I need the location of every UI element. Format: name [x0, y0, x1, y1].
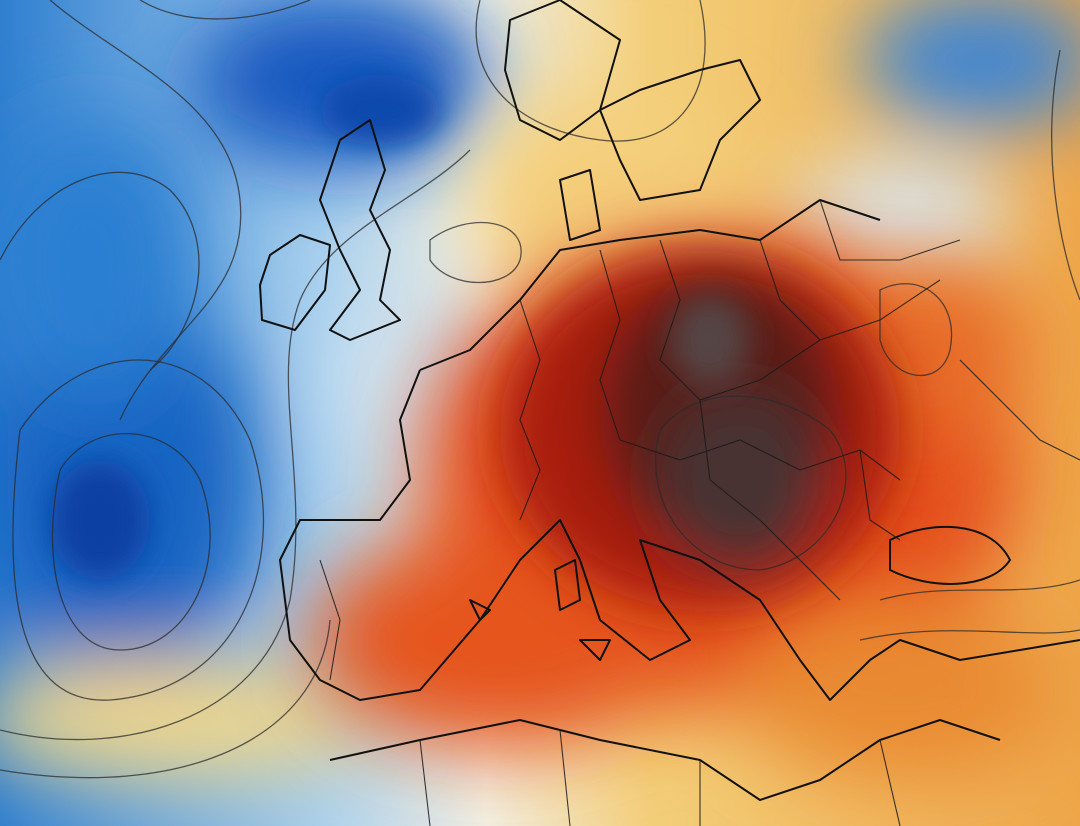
coastlines: [259, 0, 1080, 801]
isobars: [0, 0, 1080, 779]
details: [50, 75, 750, 580]
borders: [319, 199, 1080, 826]
mainland-coast: [279, 199, 1080, 701]
africa-coast: [329, 719, 1001, 801]
ireland: [259, 234, 331, 331]
denmark: [559, 169, 601, 241]
black-sea: [889, 525, 1011, 585]
great-britain: [319, 119, 401, 341]
norway: [504, 0, 621, 141]
islands: [469, 559, 611, 661]
sweden: [599, 59, 761, 201]
hot-core: [500, 250, 900, 610]
